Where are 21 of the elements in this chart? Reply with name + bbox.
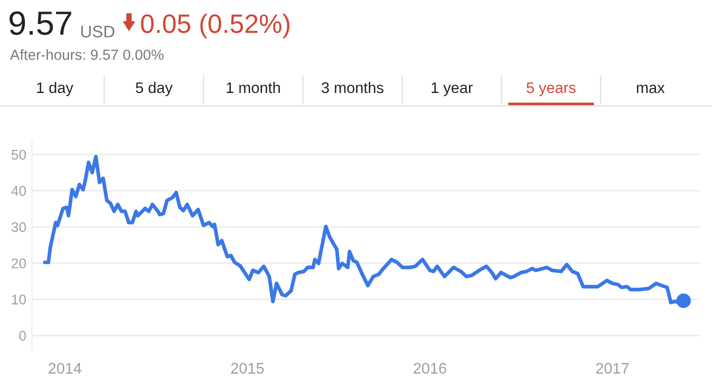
text: 1 year — [432, 82, 473, 96]
y-tick-label: 20 — [12, 258, 26, 268]
text: 5 years — [526, 82, 576, 96]
text: 3 months — [322, 82, 384, 94]
text: After-hours: 9.57 0.00% — [10, 49, 164, 60]
text: 1 month — [226, 82, 280, 94]
x-tick-label: 2015 — [231, 362, 264, 374]
y-tick-label: 10 — [12, 294, 26, 304]
y-tick-label: 40 — [11, 186, 26, 196]
text: 0.05 (0.52%) — [141, 14, 290, 38]
text: 9.57 — [10, 11, 72, 35]
y-tick-label: 0 — [19, 330, 26, 341]
text: 1 day — [37, 82, 74, 96]
text: 5 day — [136, 82, 173, 96]
text: USD — [81, 26, 114, 38]
text: max — [636, 84, 665, 94]
x-tick-label: 2014 — [48, 362, 82, 374]
y-tick-label: 50 — [12, 150, 26, 160]
x-tick-label: 2016 — [414, 362, 446, 374]
x-tick-label: 2017 — [596, 362, 629, 374]
y-tick-label: 30 — [12, 222, 26, 232]
